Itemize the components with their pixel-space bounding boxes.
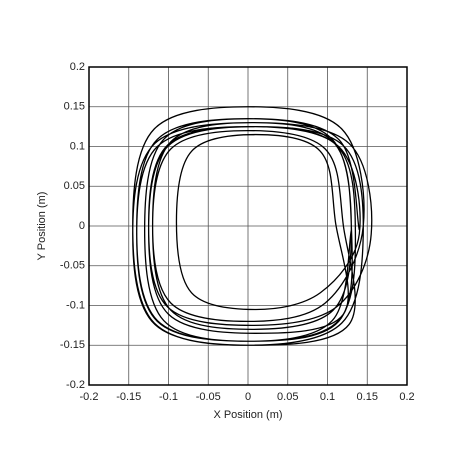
- trajectory-line: [132, 106, 373, 346]
- x-tick-label: 0.1: [320, 391, 335, 403]
- y-axis-label: Y Position (m): [36, 192, 48, 261]
- y-tick-label: 0.15: [64, 101, 85, 113]
- x-tick-label: 0.05: [277, 391, 298, 403]
- x-tick-label: -0.2: [80, 391, 99, 403]
- x-tick-label: -0.1: [159, 391, 178, 403]
- y-tick-label: -0.2: [66, 379, 85, 391]
- y-tick-label: 0.1: [70, 140, 85, 152]
- y-tick-label: 0: [79, 220, 85, 232]
- x-tick-label: 0.2: [399, 391, 414, 403]
- y-tick-label: -0.1: [66, 299, 85, 311]
- x-axis-label: X Position (m): [213, 409, 282, 421]
- x-tick-label: -0.05: [196, 391, 221, 403]
- x-tick-label: -0.15: [116, 391, 141, 403]
- x-tick-label: 0: [245, 391, 251, 403]
- y-tick-label: -0.15: [60, 339, 85, 351]
- y-tick-label: 0.05: [64, 180, 85, 192]
- y-tick-label: -0.05: [60, 260, 85, 272]
- x-tick-label: 0.15: [357, 391, 378, 403]
- y-tick-label: 0.2: [70, 61, 85, 73]
- plot-border: [88, 66, 408, 386]
